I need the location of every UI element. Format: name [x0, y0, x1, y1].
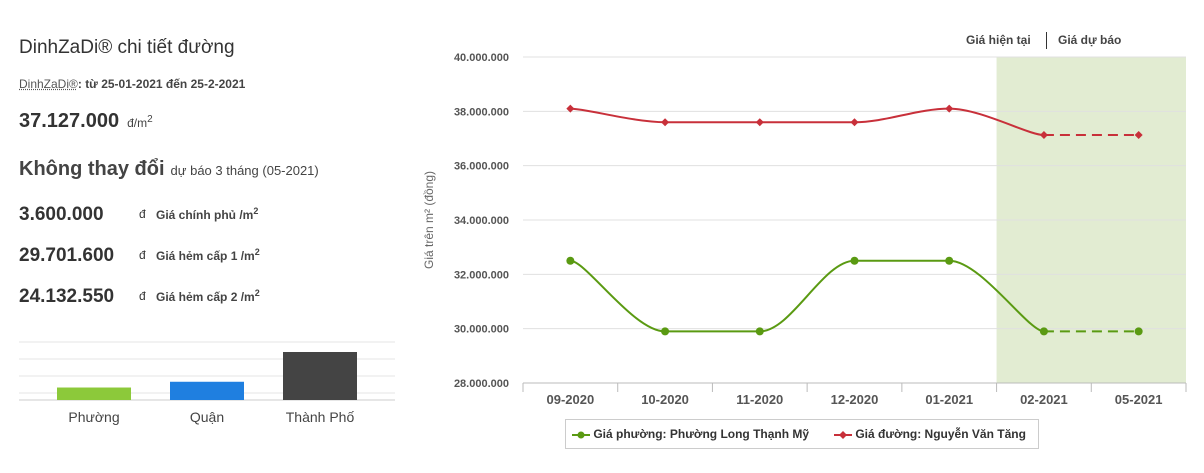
price-row-value: 24.132.550 [19, 286, 115, 307]
x-tick-label: 09-2020 [546, 392, 594, 407]
series-line-street [570, 107, 1045, 137]
data-point [566, 256, 575, 265]
x-tick-label: 10-2020 [641, 392, 689, 407]
mini-bar-label: Phường [68, 409, 119, 425]
date-range-text: : từ 25-01-2021 đến 25-2-2021 [77, 77, 246, 91]
data-point [1134, 131, 1143, 140]
x-tick-label: 05-2021 [1115, 392, 1163, 407]
price-row-label: Giá hẻm cấp 2 /m2 [156, 288, 260, 304]
price-row-value: 29.701.600 [19, 245, 115, 266]
x-tick-label: 12-2020 [831, 392, 879, 407]
price-value: 37.127.000 [19, 110, 120, 132]
y-tick-label: 34.000.000 [454, 215, 509, 227]
price-row-value: 3.600.000 [19, 204, 104, 225]
change-sub: dự báo 3 tháng (05-2021) [170, 163, 319, 178]
y-tick-label: 40.000.000 [454, 52, 509, 64]
data-point [566, 104, 575, 113]
mini-bar [57, 387, 131, 400]
x-tick-label: 02-2021 [1020, 392, 1068, 407]
data-point [755, 327, 764, 336]
legend-label-street: Giá đường: Nguyễn Văn Tăng [855, 427, 1026, 441]
y-axis-label: Giá trên m² (đồng) [422, 171, 436, 269]
change-status: Không thay đổi [19, 158, 165, 180]
y-tick-label: 36.000.000 [454, 161, 509, 173]
series-line-ward [570, 259, 1045, 333]
price-row-currency: đ [139, 248, 146, 262]
price-row-currency: đ [139, 289, 146, 303]
x-tick-label: 11-2020 [736, 392, 783, 407]
data-point [945, 104, 954, 113]
mini-bar [283, 352, 357, 400]
legend-item-ward[interactable]: Giá phường: Phường Long Thạnh Mỹ [572, 427, 809, 441]
data-point [850, 118, 859, 127]
data-point [661, 118, 670, 127]
forecast-change: Không thay đổi dự báo 3 tháng (05-2021) [19, 158, 319, 181]
legend-item-street[interactable]: Giá đường: Nguyễn Văn Tăng [834, 427, 1026, 441]
comparison-bar-chart: Phường Quận Thành Phố [19, 341, 395, 425]
y-tick-label: 30.000.000 [454, 324, 509, 336]
mini-bar-label: Thành Phố [286, 409, 355, 425]
price-row-alley-2: 24.132.550 đ Giá hẻm cấp 2 /m2 [19, 286, 260, 308]
chart-legend: Giá phường: Phường Long Thạnh Mỹ Giá đườ… [565, 419, 1039, 449]
date-range: DinhZaDi®: từ 25-01-2021 đến 25-2-2021 [19, 77, 245, 91]
street-price: 37.127.000 đ/m2 [19, 110, 153, 133]
price-row-label: Giá hẻm cấp 1 /m2 [156, 247, 260, 263]
data-point [755, 118, 764, 127]
page-title: DinhZaDi® chi tiết đường [19, 37, 235, 58]
legend-marker-street [834, 430, 852, 439]
price-unit: đ/m2 [127, 114, 153, 130]
price-row-label: Giá chính phủ /m2 [156, 206, 259, 222]
price-row-alley-1: 29.701.600 đ Giá hẻm cấp 1 /m2 [19, 245, 260, 267]
legend-marker-ward [572, 431, 590, 439]
legend-label-ward: Giá phường: Phường Long Thạnh Mỹ [593, 427, 810, 441]
toggle-current-price[interactable]: Giá hiện tại [966, 33, 1031, 47]
data-point [1039, 327, 1048, 336]
mini-bar-label: Quận [190, 409, 224, 425]
data-point [1134, 327, 1143, 336]
data-point [945, 256, 954, 265]
price-line-chart: 28.000.000 30.000.000 32.000.000 34.000.000… [422, 52, 1187, 407]
mini-bar [170, 381, 244, 400]
price-row-government: 3.600.000 đ Giá chính phủ /m2 [19, 204, 258, 226]
price-row-currency: đ [139, 207, 146, 221]
toggle-divider [1046, 32, 1047, 49]
data-point [661, 327, 670, 336]
x-tick-label: 01-2021 [925, 392, 973, 407]
y-tick-label: 32.000.000 [454, 269, 509, 281]
toggle-forecast-price[interactable]: Giá dự báo [1058, 33, 1122, 47]
data-point [1039, 131, 1048, 140]
data-point [850, 256, 859, 265]
y-tick-label: 38.000.000 [454, 106, 509, 118]
brand-link[interactable]: DinhZaDi® [19, 77, 78, 91]
y-tick-label: 28.000.000 [454, 378, 509, 390]
